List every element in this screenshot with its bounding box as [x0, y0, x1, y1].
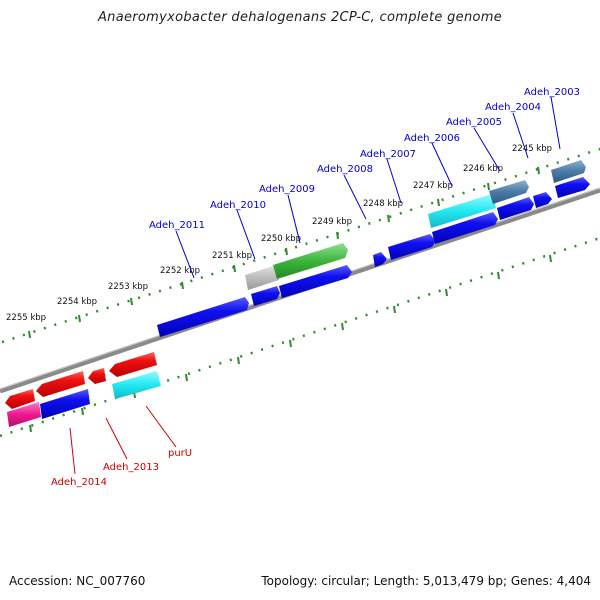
- kbp-label: 2251 kbp: [212, 251, 252, 261]
- reverse-gene[interactable]: [88, 368, 106, 384]
- inner-forward-gene[interactable]: [40, 389, 90, 419]
- kbp-label: 2247 kbp: [413, 181, 453, 191]
- accession-text: Accession: NC_007760: [9, 574, 146, 588]
- forward-gene[interactable]: [157, 297, 249, 337]
- magenta-gene[interactable]: [7, 402, 41, 427]
- reverse-gene[interactable]: [36, 371, 85, 397]
- outer-tick-ring: [1, 147, 600, 344]
- kbp-label: 2249 kbp: [312, 217, 352, 227]
- steel-gene[interactable]: [489, 180, 529, 204]
- reverse-gene[interactable]: [109, 352, 157, 377]
- gene-label[interactable]: Adeh_2011: [149, 220, 205, 231]
- forward-gene[interactable]: [432, 212, 498, 244]
- forward-gene[interactable]: [373, 252, 387, 267]
- inner-major-ticks: [29, 254, 552, 433]
- kbp-label: 2254 kbp: [57, 297, 97, 307]
- steel-gene[interactable]: [551, 160, 586, 183]
- map-title: Anaeromyxobacter dehalogenans 2CP-C, com…: [97, 10, 503, 25]
- gene-label[interactable]: Adeh_2008: [317, 164, 373, 175]
- outer-major-ticks: [28, 166, 540, 339]
- reverse-label-connectors: [69, 405, 177, 475]
- gene-label[interactable]: Adeh_2004: [485, 102, 541, 113]
- gene-label[interactable]: Adeh_2013: [103, 462, 159, 473]
- gene-label[interactable]: Adeh_2003: [524, 87, 580, 98]
- kbp-label: 2248 kbp: [363, 199, 403, 209]
- forward-gene[interactable]: [279, 265, 352, 298]
- forward-gene[interactable]: [388, 234, 436, 260]
- kbp-label: 2255 kbp: [6, 313, 46, 323]
- reverse-gene[interactable]: [5, 389, 35, 409]
- gene-label[interactable]: Adeh_2007: [360, 149, 416, 160]
- gene-label[interactable]: Adeh_2014: [51, 477, 107, 488]
- kbp-label: 2250 kbp: [261, 234, 301, 244]
- forward-gene[interactable]: [533, 192, 552, 208]
- forward-gene[interactable]: [251, 286, 280, 306]
- green-gene[interactable]: [273, 243, 348, 279]
- kbp-label: 2253 kbp: [108, 282, 148, 292]
- forward-gene[interactable]: [555, 177, 590, 198]
- gene-label[interactable]: Adeh_2010: [210, 200, 266, 211]
- forward-label-connectors: [175, 96, 561, 279]
- forward-gene[interactable]: [497, 197, 534, 220]
- gene-label[interactable]: Adeh_2005: [446, 117, 502, 128]
- gray-gene[interactable]: [245, 265, 279, 290]
- kbp-label: 2252 kbp: [160, 266, 200, 276]
- cyan-reverse-gene[interactable]: [112, 371, 161, 399]
- gene-label[interactable]: Adeh_2006: [404, 133, 460, 144]
- kbp-label: 2246 kbp: [463, 164, 503, 174]
- gene-label[interactable]: purU: [168, 448, 192, 459]
- gene-label[interactable]: Adeh_2009: [259, 184, 315, 195]
- cyan-gene[interactable]: [428, 194, 496, 228]
- kbp-label: 2245 kbp: [512, 144, 552, 154]
- genome-summary-text: Topology: circular; Length: 5,013,479 bp…: [261, 574, 591, 588]
